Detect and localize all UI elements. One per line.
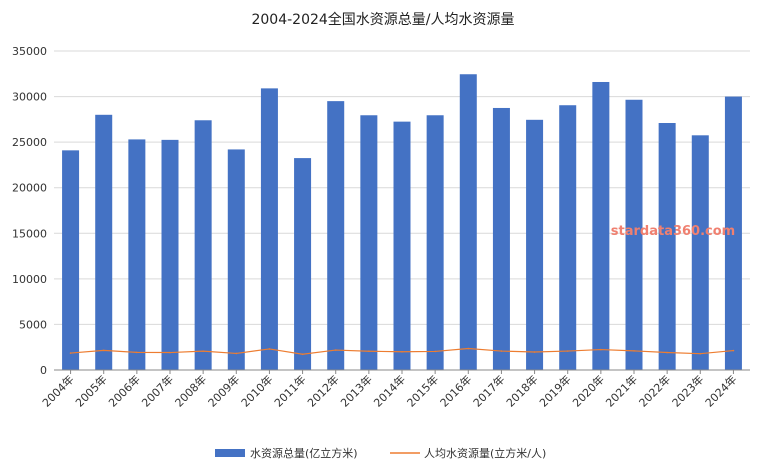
x-tick-label: 2020年: [570, 372, 607, 409]
y-tick-label: 0: [40, 364, 47, 377]
line-point: [102, 349, 105, 352]
bar: [62, 150, 80, 370]
line-point: [235, 352, 238, 355]
line-point: [566, 350, 569, 352]
bar: [691, 135, 709, 370]
x-tick-label: 2005年: [72, 372, 109, 409]
line-point: [69, 352, 72, 354]
legend-label-bar: 水资源总量(亿立方米): [250, 446, 358, 460]
y-tick-label: 5000: [19, 318, 47, 331]
line-point: [633, 350, 635, 352]
line-point: [401, 350, 403, 353]
bar: [327, 101, 345, 370]
x-tick-label: 2006年: [106, 372, 143, 409]
bar: [492, 107, 510, 370]
bar: [724, 96, 742, 371]
y-tick-label: 30000: [12, 91, 47, 104]
line-point: [666, 351, 668, 354]
line-point: [533, 351, 536, 353]
y-tick-label: 10000: [12, 273, 47, 286]
chart-title: 2004-2024全国水资源总量/人均水资源量: [251, 11, 514, 28]
y-tick-label: 35000: [12, 45, 47, 58]
x-tick-label: 2008年: [172, 372, 209, 409]
x-axis-ticks: 2004年2005年2006年2007年2008年2009年2010年2011年…: [39, 370, 740, 410]
line-point: [434, 350, 436, 353]
bar: [294, 158, 312, 370]
bar: [128, 139, 146, 370]
bar: [161, 139, 179, 370]
bar: [592, 81, 610, 370]
bar: [658, 123, 676, 370]
line-point: [368, 350, 370, 353]
x-tick-label: 2019年: [536, 372, 573, 409]
bar: [95, 114, 113, 370]
x-tick-label: 2010年: [238, 372, 275, 409]
x-tick-label: 2012年: [304, 372, 341, 409]
x-tick-label: 2009年: [205, 372, 242, 409]
bar: [559, 105, 577, 370]
bar: [360, 115, 378, 371]
bar: [526, 119, 544, 370]
legend: 水资源总量(亿立方米) 人均水资源量(立方米/人): [215, 446, 546, 460]
x-tick-label: 2024年: [702, 372, 739, 409]
line-series: [69, 347, 735, 356]
line-point: [169, 351, 171, 354]
x-tick-label: 2021年: [603, 372, 640, 409]
x-tick-label: 2013年: [338, 372, 375, 409]
line-point: [301, 353, 304, 356]
x-tick-label: 2023年: [669, 372, 706, 409]
line-point: [732, 349, 735, 352]
line-point: [136, 351, 138, 354]
x-tick-label: 2018年: [503, 372, 540, 409]
y-tick-label: 20000: [12, 182, 47, 195]
line-point: [467, 347, 470, 350]
x-tick-label: 2004年: [39, 372, 76, 409]
bar-series: [62, 74, 742, 371]
x-tick-label: 2016年: [437, 372, 474, 409]
line-point: [600, 348, 602, 351]
bar: [393, 121, 411, 370]
x-tick-label: 2007年: [139, 372, 176, 409]
x-tick-label: 2011年: [271, 372, 308, 409]
line-point: [500, 350, 503, 352]
bar: [194, 120, 212, 370]
line-point: [699, 352, 702, 355]
y-tick-label: 15000: [12, 227, 47, 240]
line-point: [268, 348, 271, 350]
legend-swatch-bar: [215, 449, 245, 457]
line-point: [334, 349, 337, 351]
bar: [227, 149, 245, 370]
x-tick-label: 2014年: [371, 372, 408, 409]
bar: [459, 74, 477, 371]
line-point: [202, 350, 204, 352]
bar: [260, 88, 278, 371]
y-axis-ticks: 0 5000 10000 15000 20000 25000 30000 35000: [12, 45, 47, 377]
x-tick-label: 2022年: [636, 372, 673, 409]
y-tick-label: 25000: [12, 136, 47, 149]
bar: [426, 115, 444, 371]
x-tick-label: 2015年: [404, 372, 441, 409]
bar: [625, 99, 643, 371]
x-tick-label: 2017年: [470, 372, 507, 409]
legend-label-line: 人均水资源量(立方米/人): [424, 446, 546, 460]
watermark-text: stardata360.com: [611, 224, 735, 239]
